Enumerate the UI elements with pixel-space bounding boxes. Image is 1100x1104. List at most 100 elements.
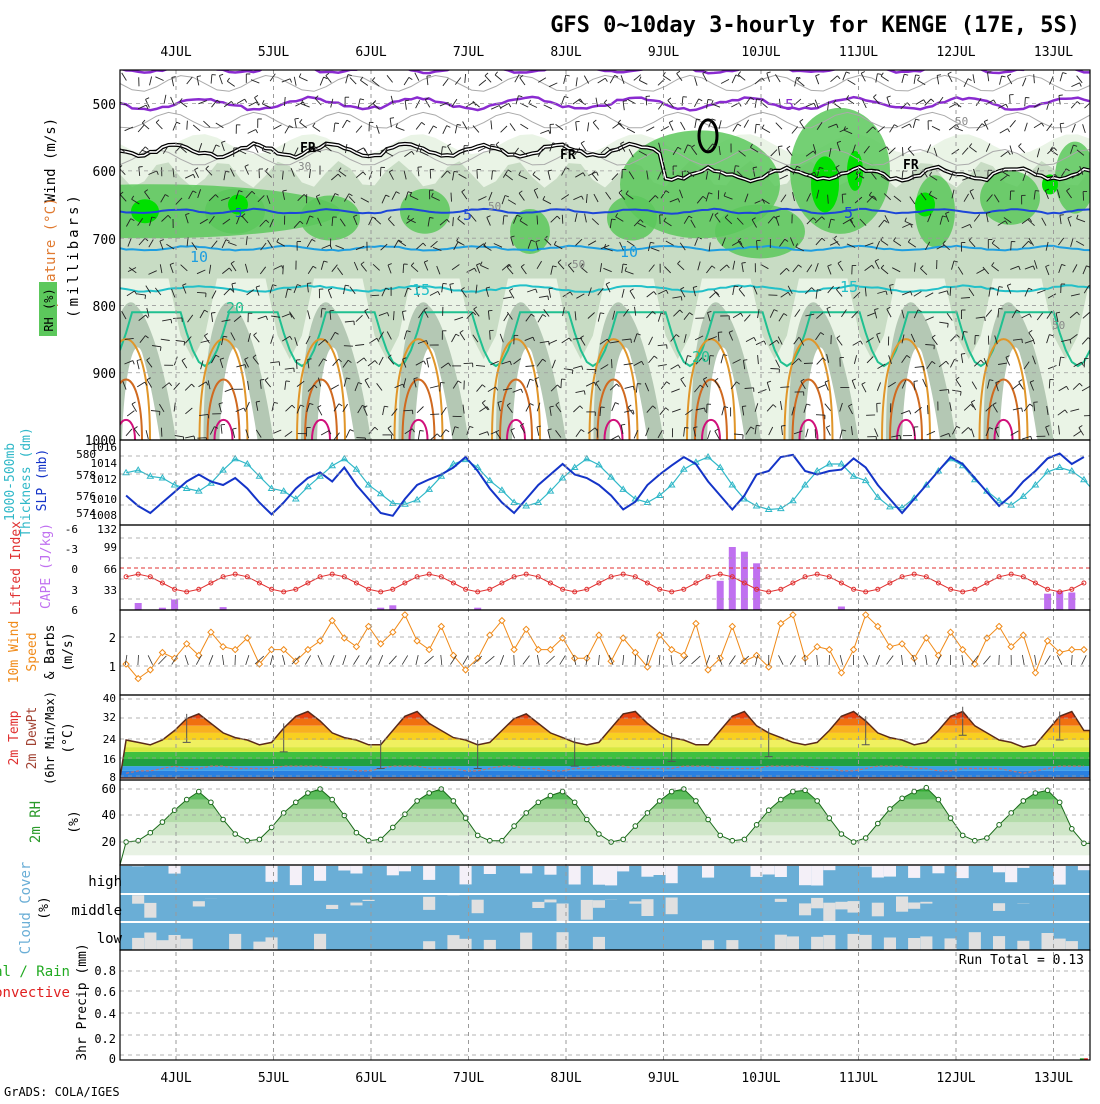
wind10-barb [598, 655, 599, 665]
rh2m-point [524, 811, 529, 816]
cloud-middle-gap [811, 898, 823, 908]
wind10-label-unit: (m/s) [61, 632, 76, 671]
contour-label: 5 [235, 206, 242, 220]
wind10-barb [983, 656, 990, 665]
rh2m-point [960, 833, 965, 838]
rh2m-point [912, 789, 917, 794]
wind-barb-feather [390, 118, 394, 119]
cloud-middle-gap [823, 903, 835, 921]
wind-barb [161, 428, 162, 437]
precip-label-axis: 3hr Precip (mm) [75, 943, 90, 1060]
wind10-barb [148, 655, 153, 664]
cloud-middle-gap [593, 900, 605, 908]
wind10-barb [659, 655, 660, 665]
slp-tick: 1010 [91, 493, 118, 506]
cloud-high-gap [860, 866, 872, 867]
wind10-point [826, 647, 832, 653]
cloud-high-gap [338, 866, 350, 871]
day-label-bottom: 8JUL [550, 1071, 581, 1086]
wind-barb [283, 265, 284, 274]
cloud-middle-gap [581, 900, 593, 920]
wind10-point [693, 621, 699, 627]
rh2m-point [633, 824, 638, 829]
wind-barb-feather [685, 428, 689, 429]
temp-tick: 16 [103, 753, 116, 766]
cloud-high-gap [993, 866, 1005, 872]
temp2m-label-unit: (°C) [61, 722, 76, 753]
rh2m-point [403, 812, 408, 817]
temp2m-plot [120, 702, 1090, 778]
wind10-point [535, 647, 541, 653]
dewpt2m-label: 2m DewPt [25, 707, 40, 770]
cloud-high-gap [484, 866, 496, 874]
cloud-high-gap [775, 866, 787, 877]
cloud-low-gap [253, 942, 265, 962]
wind-barb-feather [778, 146, 782, 147]
wind-barb-feather [441, 382, 445, 383]
rh-tick: 60 [102, 782, 116, 796]
rh2m-label-unit: (%) [67, 810, 82, 833]
rh2m-point [560, 789, 565, 794]
rh2m-point [936, 797, 941, 802]
temp2m-ticks: 8 16 24 32 40 [103, 692, 117, 784]
wind10-barb [1035, 655, 1037, 665]
cloud-middle-gap [350, 903, 362, 906]
rh2m-point [294, 800, 299, 805]
wind-barb [561, 379, 562, 388]
contour-label: 15 [840, 278, 858, 296]
precip-tick: 0.6 [94, 985, 116, 999]
wind10-barb [635, 655, 636, 665]
wind10-barb [962, 655, 964, 665]
cloud-middle-gap [799, 903, 811, 915]
cape-bar [1068, 593, 1075, 611]
day-label-top: 4JUL [160, 45, 191, 60]
cloud-middle-gap [775, 899, 787, 902]
cloud-middle-gap [363, 900, 375, 901]
rh2m-point [791, 789, 796, 794]
rh2m-point [281, 811, 286, 816]
wind-barb-feather [756, 425, 760, 426]
cloud-low-gap [811, 937, 823, 957]
rh2m-point [427, 791, 432, 796]
wind-barb-feather [295, 118, 299, 119]
wind10-barb [546, 656, 554, 664]
contour-label: 15 [412, 281, 430, 299]
wind10-barb [283, 655, 285, 665]
wind-barb-feather [985, 317, 986, 321]
rh-band [120, 809, 1090, 822]
rh2m-point [924, 785, 929, 790]
wind10-point [790, 612, 796, 618]
cloud-low-gap [848, 934, 860, 954]
day-label-bottom: 5JUL [258, 1071, 289, 1086]
rh2m-point [1057, 800, 1062, 805]
wind10-barb [887, 656, 894, 665]
rh2m-point [669, 789, 674, 794]
y-tick: 700 [93, 233, 116, 248]
wind-barb-feather [742, 406, 746, 407]
cloud-level-middle: middle [71, 903, 122, 919]
wind-barb [612, 359, 613, 368]
cloud-high-gap [520, 866, 532, 873]
wind-barb [1011, 242, 1012, 251]
temp-band [120, 702, 1090, 712]
cloud-high-gap [1054, 866, 1066, 885]
wind10-point [511, 647, 517, 653]
wind10-barb [138, 655, 139, 665]
wind-barb [370, 295, 379, 296]
cloud-high-gap [1078, 866, 1090, 870]
cloud-level-high: high [88, 874, 122, 890]
cloud-high-gap [641, 866, 653, 877]
contour-label: FR [300, 141, 316, 156]
temp-tick: 32 [103, 711, 116, 724]
rh-band [120, 800, 1090, 809]
wind-barb [816, 415, 825, 416]
rh2m-point [306, 791, 311, 796]
slp-ticks: 574 576 578 580 1008 1010 1012 1014 1016 [76, 441, 117, 522]
cloud-low-gap [908, 938, 920, 958]
rh2m-point [475, 833, 480, 838]
rh2m-point [754, 823, 759, 828]
wind-barb-feather [708, 100, 712, 101]
cloud-low-gap [266, 937, 278, 957]
slp-label-thickness-unit: Thickness (dm) [19, 427, 34, 537]
wind10-barb [523, 656, 530, 665]
